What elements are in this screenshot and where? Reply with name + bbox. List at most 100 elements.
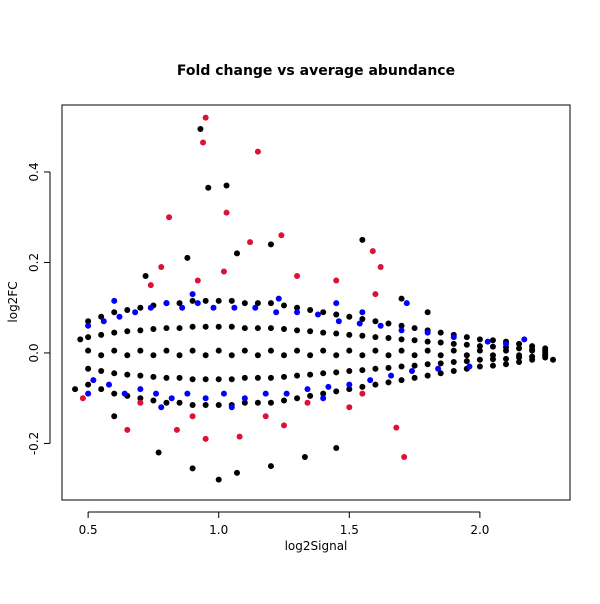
point: [398, 363, 405, 370]
point: [254, 300, 261, 307]
point: [220, 390, 227, 397]
point: [85, 322, 92, 329]
point: [85, 390, 92, 397]
point: [281, 325, 288, 332]
point: [85, 318, 92, 325]
point: [372, 291, 379, 298]
point: [137, 395, 144, 402]
point: [367, 377, 374, 384]
point: [142, 273, 149, 280]
point: [542, 345, 549, 352]
point: [320, 395, 327, 402]
point: [333, 444, 340, 451]
point: [197, 125, 204, 132]
point: [424, 361, 431, 368]
point: [202, 114, 209, 121]
point: [228, 323, 235, 330]
point: [231, 304, 238, 311]
point: [307, 328, 314, 335]
point: [385, 320, 392, 327]
point: [283, 390, 290, 397]
point: [111, 370, 118, 377]
y-tick-label: -0.2: [27, 432, 41, 455]
point: [273, 309, 280, 316]
x-tick-label: 0.5: [79, 523, 98, 537]
point: [294, 395, 301, 402]
point: [124, 328, 131, 335]
point: [223, 182, 230, 189]
point: [307, 392, 314, 399]
point: [233, 469, 240, 476]
point: [189, 297, 196, 304]
point: [450, 368, 457, 375]
point: [236, 433, 243, 440]
point: [503, 361, 510, 368]
point: [466, 363, 473, 370]
point: [202, 323, 209, 330]
point: [215, 401, 222, 408]
point: [254, 325, 261, 332]
point: [200, 139, 207, 146]
point: [247, 239, 254, 246]
y-tick-label: 0.4: [27, 162, 41, 181]
point: [346, 404, 353, 411]
point: [463, 334, 470, 341]
point: [72, 386, 79, 393]
point: [307, 371, 314, 378]
point: [401, 454, 408, 461]
point: [385, 364, 392, 371]
point: [189, 376, 196, 383]
point: [124, 371, 131, 378]
point: [267, 399, 274, 406]
y-tick-label: 0.2: [27, 253, 41, 272]
y-tick-label: 0.0: [27, 343, 41, 362]
point: [385, 379, 392, 386]
point: [385, 352, 392, 359]
point: [132, 309, 139, 316]
point: [411, 362, 418, 369]
point: [398, 322, 405, 329]
point: [158, 404, 165, 411]
point: [252, 304, 259, 311]
point: [241, 399, 248, 406]
point: [205, 184, 212, 191]
point: [189, 323, 196, 330]
point: [267, 374, 274, 381]
x-axis-label: log2Signal: [285, 539, 348, 553]
point: [320, 370, 327, 377]
point: [137, 399, 144, 406]
point: [294, 273, 301, 280]
point: [424, 347, 431, 354]
point: [176, 374, 183, 381]
point: [100, 318, 107, 325]
point: [153, 390, 160, 397]
point: [98, 313, 105, 320]
point: [489, 337, 496, 344]
point: [233, 250, 240, 257]
point: [294, 304, 301, 311]
point: [333, 369, 340, 376]
points: [72, 114, 557, 483]
point: [147, 282, 154, 289]
point: [85, 347, 92, 354]
point: [281, 397, 288, 404]
point: [516, 345, 523, 352]
point: [241, 300, 248, 307]
point: [393, 424, 400, 431]
point: [359, 352, 366, 359]
point: [503, 355, 510, 362]
point: [320, 329, 327, 336]
point: [163, 300, 170, 307]
point: [254, 352, 261, 359]
point: [194, 277, 201, 284]
point: [215, 347, 222, 354]
point: [411, 352, 418, 359]
point: [189, 413, 196, 420]
point: [281, 352, 288, 359]
point: [163, 374, 170, 381]
point: [254, 148, 261, 155]
point: [359, 390, 366, 397]
y-axis-label: log2FC: [6, 281, 20, 322]
